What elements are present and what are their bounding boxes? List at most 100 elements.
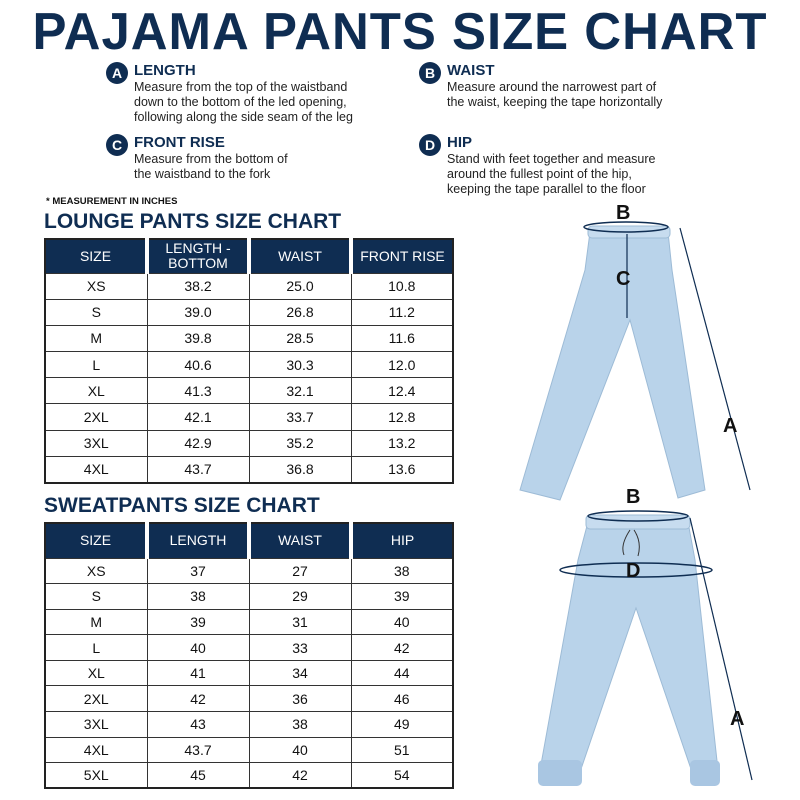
badge-c: C (106, 134, 128, 156)
table-row: S 39.0 26.8 11.2 (44, 298, 454, 326)
table-cell: 39 (146, 608, 250, 636)
table-cell: XS (44, 272, 148, 300)
table-cell: 5XL (44, 762, 148, 789)
table-row: M 39 31 40 (44, 608, 454, 636)
instruction-text: Measure from the top of the waistband (134, 80, 348, 94)
table-row: XL 41.3 32.1 12.4 (44, 377, 454, 405)
table-cell: 43.7 (146, 736, 250, 764)
table-cell: 10.8 (350, 272, 454, 300)
lounge-title: LOUNGE PANTS SIZE CHART (44, 210, 342, 233)
table-row: S 38 29 39 (44, 583, 454, 610)
instruction-text: around the fullest point of the hip, (447, 167, 632, 181)
table-cell: 12.4 (350, 377, 454, 405)
instruction-text: Stand with feet together and measure (447, 152, 656, 166)
table-cell: 32.1 (248, 377, 352, 405)
table-row: XL 41 34 44 (44, 659, 454, 687)
instruction-heading: LENGTH (134, 62, 196, 79)
instruction-text: following along the side seam of the leg (134, 110, 353, 124)
table-cell: L (44, 351, 148, 379)
column-header: WAIST (247, 239, 351, 273)
table-cell: 37 (146, 557, 250, 585)
table-cell: 13.2 (350, 429, 454, 457)
label-b-sweat: B (626, 486, 640, 508)
table-cell: 49 (350, 711, 454, 738)
table-cell: 11.2 (350, 298, 454, 326)
table-cell: 38 (146, 583, 250, 610)
sweatpants-image (539, 521, 719, 773)
table-row: 5XL 45 42 54 (44, 762, 454, 789)
table-cell: 12.0 (350, 351, 454, 379)
table-cell: 30.3 (248, 351, 352, 379)
table-cell: 38.2 (146, 272, 250, 300)
table-cell: 2XL (44, 685, 148, 713)
table-row: L 40 33 42 (44, 634, 454, 661)
table-cell: 40 (350, 608, 454, 636)
table-cell: XL (44, 659, 148, 687)
table-row: M 39.8 28.5 11.6 (44, 324, 454, 353)
column-header: HIP (349, 523, 453, 558)
table-cell: 33.7 (248, 403, 352, 431)
table-cell: 39 (350, 583, 454, 610)
instruction-text: Measure from the bottom of (134, 152, 288, 166)
instruction-hip: D HIP Stand with feet together and measu… (419, 134, 719, 197)
table-cell: 42.9 (146, 429, 250, 457)
table-cell: 45 (146, 762, 250, 789)
column-header: WAIST (247, 523, 351, 558)
table-row: XS 38.2 25.0 10.8 (44, 272, 454, 300)
table-cell: 39.0 (146, 298, 250, 326)
table-cell: 39.8 (146, 324, 250, 353)
table-cell: 42 (146, 685, 250, 713)
table-cell: 4XL (44, 455, 148, 484)
table-cell: 42 (350, 634, 454, 661)
badge-b: B (419, 62, 441, 84)
instruction-front-rise: C FRONT RISE Measure from the bottom of … (106, 134, 406, 182)
table-row: 3XL 42.9 35.2 13.2 (44, 429, 454, 457)
column-header: SIZE (45, 523, 147, 558)
table-cell: 38 (248, 711, 352, 738)
table-cell: 3XL (44, 429, 148, 457)
badge-a: A (106, 62, 128, 84)
instruction-text: Measure around the narrowest part of (447, 80, 657, 94)
label-a-sweat: A (730, 708, 744, 730)
table-cell: S (44, 298, 148, 326)
column-header: LENGTH - BOTTOM (145, 239, 249, 273)
measurement-note: * MEASUREMENT IN INCHES (46, 196, 178, 207)
table-cell: S (44, 583, 148, 610)
instruction-heading: WAIST (447, 62, 495, 79)
instruction-waist: B WAIST Measure around the narrowest par… (419, 62, 719, 110)
table-cell: 46 (350, 685, 454, 713)
table-cell: 33 (248, 634, 352, 661)
table-row: L 40.6 30.3 12.0 (44, 351, 454, 379)
lounge-size-table: SIZE LENGTH - BOTTOM WAIST FRONT RISE XS 38.2… (44, 238, 454, 484)
table-cell: M (44, 324, 148, 353)
sweat-size-table: SIZE LENGTH WAIST HIP XS 37 27 38 S 38 29 39 M 39 31 40… (44, 522, 454, 790)
instruction-length: A LENGTH Measure from the top of the wai… (106, 62, 406, 125)
label-d: D (626, 560, 640, 582)
table-cell: 41 (146, 659, 250, 687)
table-cell: 41.3 (146, 377, 250, 405)
label-a-lounge: A (723, 415, 737, 437)
label-b-lounge: B (616, 202, 630, 224)
table-cell: XS (44, 557, 148, 585)
column-header: SIZE (45, 239, 147, 273)
page-title: PAJAMA PANTS SIZE CHART (32, 3, 768, 61)
table-row: 3XL 43 38 49 (44, 711, 454, 738)
column-header: LENGTH (145, 523, 249, 558)
table-cell: 51 (350, 736, 454, 764)
label-c: C (616, 268, 630, 290)
instruction-text: keeping the tape parallel to the floor (447, 182, 646, 196)
table-row: 4XL 43.7 40 51 (44, 736, 454, 764)
lounge-pants-image (519, 231, 706, 501)
table-cell: 4XL (44, 736, 148, 764)
table-cell: 54 (350, 762, 454, 789)
table-row: 2XL 42 36 46 (44, 685, 454, 713)
table-cell: 12.8 (350, 403, 454, 431)
badge-d: D (419, 134, 441, 156)
table-cell: 28.5 (248, 324, 352, 353)
instruction-text: down to the bottom of the led opening, (134, 95, 347, 109)
table-cell: 40.6 (146, 351, 250, 379)
table-cell: 42 (248, 762, 352, 789)
table-cell: 36 (248, 685, 352, 713)
table-cell: 43.7 (146, 455, 250, 484)
table-cell: 26.8 (248, 298, 352, 326)
